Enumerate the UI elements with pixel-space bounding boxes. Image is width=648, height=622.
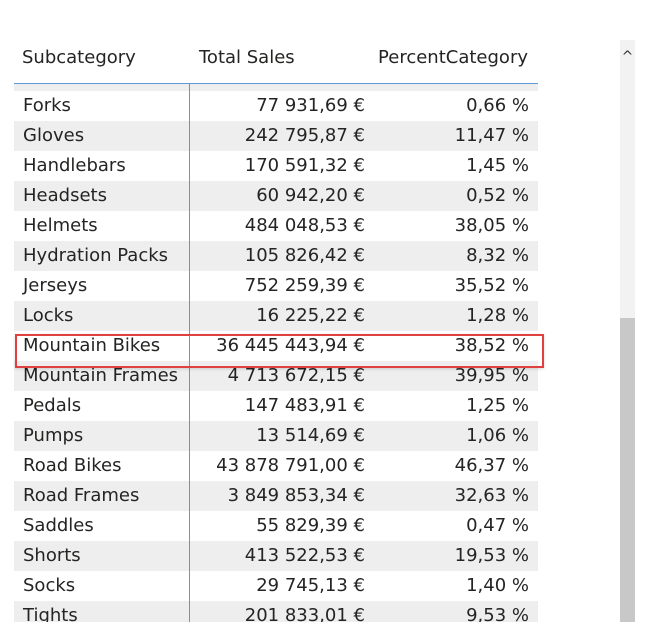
cell-total-sales: 60 942,20 € — [256, 185, 365, 206]
cell-percent-category: 1,45 % — [466, 155, 529, 176]
cell-total-sales: 413 522,53 € — [244, 545, 365, 566]
cell-subcategory: Tights — [23, 605, 78, 622]
chevron-up-icon[interactable]: ^ — [621, 49, 634, 65]
table-rows: Fenders 46 619,58 € 3,00 % Forks 77 931,69 €… — [14, 84, 538, 622]
cell-percent-category: 11,47 % — [454, 125, 529, 146]
scrollbar-thumb[interactable] — [620, 318, 635, 622]
table-row[interactable]: Hydration Packs 105 826,42 € 8,32 % — [14, 241, 538, 271]
table-row[interactable]: Headsets 60 942,20 € 0,52 % — [14, 181, 538, 211]
cell-percent-category: 3,00 % — [466, 84, 529, 91]
cell-percent-category: 1,28 % — [466, 305, 529, 326]
column-header-percent-category[interactable]: PercentCategory — [378, 47, 528, 68]
cell-percent-category: 38,52 % — [454, 335, 529, 356]
cell-percent-category: 46,37 % — [454, 455, 529, 476]
table-row[interactable]: Shorts 413 522,53 € 19,53 % — [14, 541, 538, 571]
cell-subcategory: Helmets — [23, 215, 98, 236]
cell-total-sales: 46 619,58 € — [256, 84, 365, 91]
table-row[interactable]: Fenders 46 619,58 € 3,00 % — [14, 84, 538, 91]
cell-subcategory: Road Bikes — [23, 455, 122, 476]
cell-subcategory: Shorts — [23, 545, 81, 566]
cell-total-sales: 484 048,53 € — [244, 215, 365, 236]
cell-subcategory: Handlebars — [23, 155, 126, 176]
table-row[interactable]: Gloves 242 795,87 € 11,47 % — [14, 121, 538, 151]
table-row[interactable]: Jerseys 752 259,39 € 35,52 % — [14, 271, 538, 301]
cell-subcategory: Mountain Bikes — [23, 335, 161, 356]
cell-percent-category: 19,53 % — [454, 545, 529, 566]
cell-total-sales: 3 849 853,34 € — [227, 485, 365, 506]
cell-subcategory: Pedals — [23, 395, 82, 416]
cell-subcategory: Saddles — [23, 515, 94, 536]
table-row[interactable]: Mountain Frames 4 713 672,15 € 39,95 % — [14, 361, 538, 391]
cell-subcategory: Mountain Frames — [23, 365, 179, 386]
cell-subcategory: Jerseys — [23, 275, 88, 296]
cell-subcategory: Hydration Packs — [23, 245, 169, 266]
cell-percent-category: 0,66 % — [466, 95, 529, 116]
cell-total-sales: 201 833,01 € — [244, 605, 365, 622]
column-header-subcategory[interactable]: Subcategory — [22, 47, 136, 68]
cell-percent-category: 32,63 % — [454, 485, 529, 506]
table-row[interactable]: Pedals 147 483,91 € 1,25 % — [14, 391, 538, 421]
cell-percent-category: 1,06 % — [466, 425, 529, 446]
cell-total-sales: 105 826,42 € — [244, 245, 365, 266]
table-row[interactable]: Locks 16 225,22 € 1,28 % — [14, 301, 538, 331]
cell-subcategory: Road Frames — [23, 485, 140, 506]
cell-total-sales: 752 259,39 € — [244, 275, 365, 296]
cell-percent-category: 1,40 % — [466, 575, 529, 596]
cell-percent-category: 38,05 % — [454, 215, 529, 236]
cell-total-sales: 4 713 672,15 € — [227, 365, 365, 386]
cell-subcategory: Socks — [23, 575, 76, 596]
cell-total-sales: 29 745,13 € — [256, 575, 365, 596]
column-separator[interactable] — [189, 84, 190, 622]
table-row[interactable]: Tights 201 833,01 € 9,53 % — [14, 601, 538, 622]
table-body: Fenders 46 619,58 € 3,00 % Forks 77 931,69 €… — [14, 84, 538, 622]
cell-subcategory: Gloves — [23, 125, 85, 146]
table-row[interactable]: Pumps 13 514,69 € 1,06 % — [14, 421, 538, 451]
table-row[interactable]: Helmets 484 048,53 € 38,05 % — [14, 211, 538, 241]
cell-subcategory: Locks — [23, 305, 74, 326]
cell-subcategory: Fenders — [23, 84, 94, 91]
cell-percent-category: 0,52 % — [466, 185, 529, 206]
cell-total-sales: 242 795,87 € — [244, 125, 365, 146]
table-row[interactable]: Forks 77 931,69 € 0,66 % — [14, 91, 538, 121]
cell-subcategory: Headsets — [23, 185, 107, 206]
table-row[interactable]: Handlebars 170 591,32 € 1,45 % — [14, 151, 538, 181]
column-header-total-sales[interactable]: Total Sales — [199, 47, 295, 68]
table-row[interactable]: Road Bikes 43 878 791,00 € 46,37 % — [14, 451, 538, 481]
cell-total-sales: 77 931,69 € — [256, 95, 365, 116]
cell-subcategory: Forks — [23, 95, 71, 116]
table-row[interactable]: Socks 29 745,13 € 1,40 % — [14, 571, 538, 601]
cell-total-sales: 13 514,69 € — [256, 425, 365, 446]
table-row[interactable]: Road Frames 3 849 853,34 € 32,63 % — [14, 481, 538, 511]
table-row[interactable]: Saddles 55 829,39 € 0,47 % — [14, 511, 538, 541]
cell-percent-category: 9,53 % — [466, 605, 529, 622]
cell-total-sales: 16 225,22 € — [256, 305, 365, 326]
cell-total-sales: 170 591,32 € — [244, 155, 365, 176]
cell-total-sales: 43 878 791,00 € — [216, 455, 365, 476]
cell-percent-category: 35,52 % — [454, 275, 529, 296]
cell-percent-category: 8,32 % — [466, 245, 529, 266]
cell-percent-category: 39,95 % — [454, 365, 529, 386]
cell-percent-category: 0,47 % — [466, 515, 529, 536]
cell-percent-category: 1,25 % — [466, 395, 529, 416]
cell-total-sales: 147 483,91 € — [244, 395, 365, 416]
cell-subcategory: Pumps — [23, 425, 84, 446]
cell-total-sales: 36 445 443,94 € — [216, 335, 365, 356]
table-row[interactable]: Mountain Bikes 36 445 443,94 € 38,52 % — [14, 331, 538, 361]
cell-total-sales: 55 829,39 € — [256, 515, 365, 536]
